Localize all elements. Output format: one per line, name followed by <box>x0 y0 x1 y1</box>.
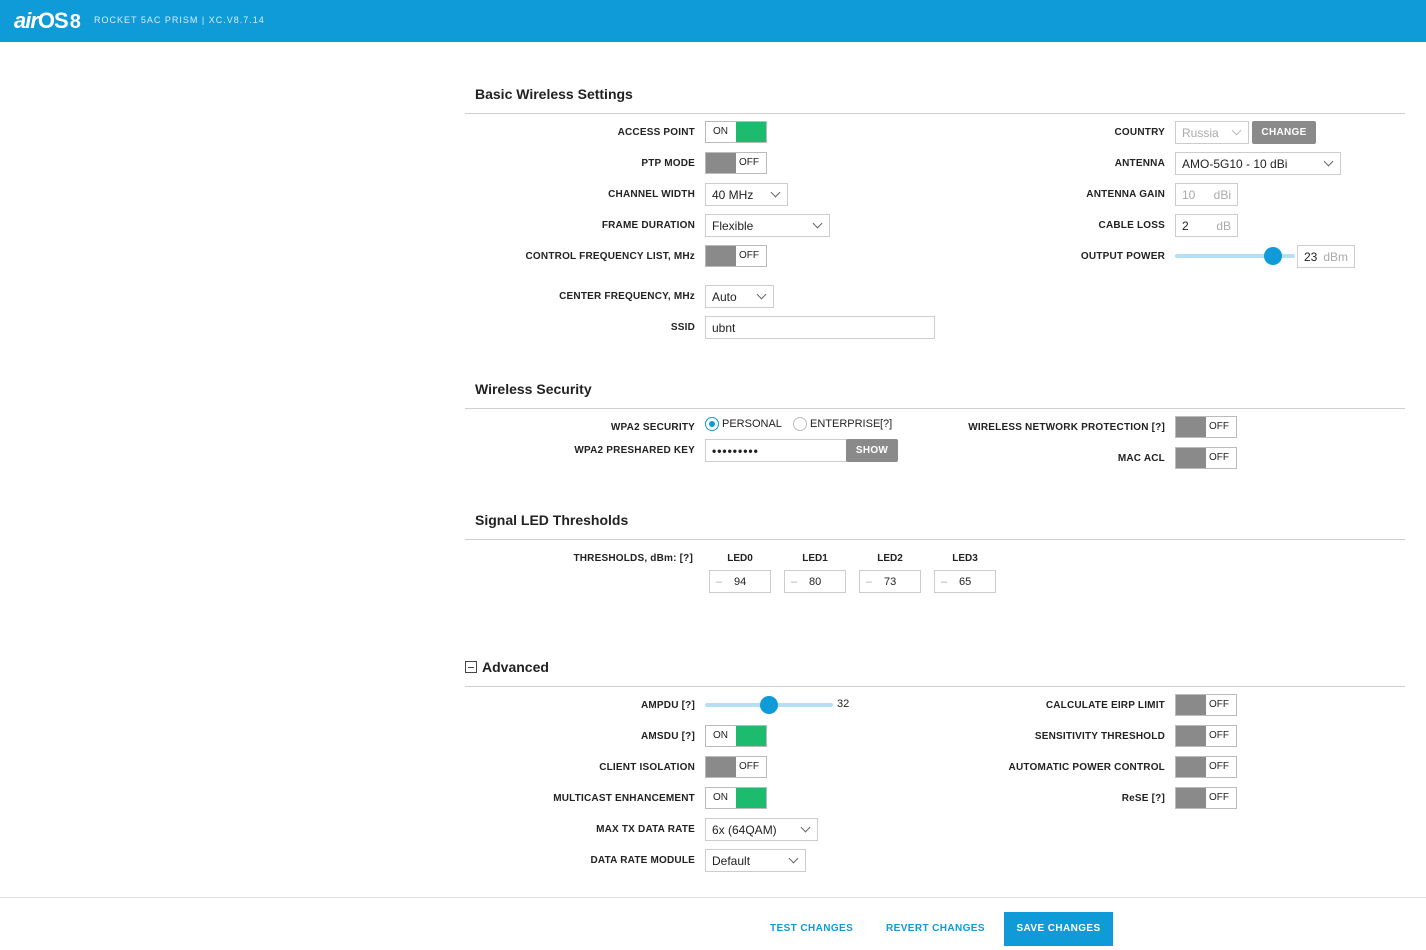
revert-changes-button[interactable]: REVERT CHANGES <box>886 923 985 934</box>
apc-label: AUTOMATIC POWER CONTROL <box>1008 762 1165 773</box>
max-tx-select[interactable]: 6x (64QAM) <box>705 818 818 841</box>
rese-label: ReSE [?] <box>1121 793 1165 804</box>
country-label: COUNTRY <box>1114 127 1165 138</box>
psk-input[interactable]: ••••••••• <box>705 439 847 462</box>
data-rate-module-select[interactable]: Default <box>705 849 806 872</box>
test-changes-button[interactable]: TEST CHANGES <box>770 923 854 934</box>
cable-loss-input[interactable]: 2 dB <box>1175 214 1238 237</box>
frame-duration-select[interactable]: Flexible <box>705 214 830 237</box>
ampdu-label: AMPDU [?] <box>640 700 695 711</box>
top-bar: airOS 8 ROCKET 5AC PRISM | XC.V8.7.14 <box>0 0 1426 42</box>
control-frequency-toggle[interactable]: OFF <box>705 245 767 267</box>
divider <box>465 113 1405 114</box>
basic-settings-title: Basic Wireless Settings <box>475 86 633 102</box>
collapse-icon[interactable] <box>465 661 477 673</box>
antenna-label: ANTENNA <box>1114 158 1165 169</box>
output-power-label: OUTPUT POWER <box>1080 251 1165 262</box>
center-frequency-select[interactable]: Auto <box>705 285 774 308</box>
led-thresholds-title: Signal LED Thresholds <box>475 512 629 528</box>
output-power-slider[interactable] <box>1175 254 1295 258</box>
ptp-mode-toggle[interactable]: OFF <box>705 152 767 174</box>
amsdu-toggle[interactable]: ON <box>705 725 767 747</box>
amsdu-label: AMSDU [?] <box>640 731 695 742</box>
enterprise-radio[interactable] <box>793 417 807 431</box>
max-tx-label: MAX TX DATA RATE <box>596 824 695 835</box>
chevron-down-icon <box>812 218 823 229</box>
control-frequency-label: CONTROL FREQUENCY LIST, MHz <box>525 251 695 262</box>
led0-input[interactable]: –94 <box>709 570 771 593</box>
ptp-mode-label: PTP MODE <box>641 158 695 169</box>
eirp-label: CALCULATE EIRP LIMIT <box>1045 700 1165 711</box>
led1-input[interactable]: –80 <box>784 570 846 593</box>
data-rate-module-label: DATA RATE MODULE <box>590 855 695 866</box>
chevron-down-icon <box>756 289 767 300</box>
advanced-title[interactable]: Advanced <box>482 659 549 675</box>
divider <box>465 539 1405 540</box>
chevron-down-icon <box>1231 125 1242 136</box>
ssid-input[interactable]: ubnt <box>705 316 935 339</box>
antenna-gain-input: 10 dBi <box>1175 183 1238 206</box>
ampdu-slider-handle[interactable] <box>760 696 778 714</box>
device-name: ROCKET 5AC PRISM | XC.V8.7.14 <box>94 15 265 25</box>
channel-width-select[interactable]: 40 MHz <box>705 183 788 206</box>
multicast-toggle[interactable]: ON <box>705 787 767 809</box>
chevron-down-icon <box>800 822 811 833</box>
antenna-gain-label: ANTENNA GAIN <box>1086 189 1165 200</box>
airos-logo[interactable]: airOS 8 <box>14 8 81 33</box>
mac-acl-label: MAC ACL <box>1117 453 1165 464</box>
led3-header: LED3 <box>952 553 978 564</box>
ssid-label: SSID <box>670 322 695 333</box>
chevron-down-icon <box>770 187 781 198</box>
divider <box>465 408 1405 409</box>
antenna-select[interactable]: AMO-5G10 - 10 dBi <box>1175 152 1341 175</box>
footer-divider <box>0 897 1426 898</box>
led0-header: LED0 <box>727 553 753 564</box>
wpa2-security-label: WPA2 SECURITY <box>610 422 695 433</box>
wpa2-help-link[interactable]: [?] <box>880 418 893 430</box>
personal-radio-label[interactable]: PERSONAL <box>722 418 782 430</box>
rese-toggle[interactable]: OFF <box>1175 787 1237 809</box>
divider <box>465 686 1405 687</box>
personal-radio[interactable] <box>705 417 719 431</box>
channel-width-label: CHANNEL WIDTH <box>608 189 695 200</box>
led2-header: LED2 <box>877 553 903 564</box>
enterprise-radio-label[interactable]: ENTERPRISE <box>810 418 881 430</box>
led2-input[interactable]: –73 <box>859 570 921 593</box>
output-power-slider-handle[interactable] <box>1264 247 1282 265</box>
change-country-button[interactable]: CHANGE <box>1252 121 1316 144</box>
eirp-toggle[interactable]: OFF <box>1175 694 1237 716</box>
center-frequency-label: CENTER FREQUENCY, MHz <box>559 291 695 302</box>
frame-duration-label: FRAME DURATION <box>601 220 695 231</box>
led3-input[interactable]: –65 <box>934 570 996 593</box>
country-select: Russia <box>1175 121 1249 144</box>
wnp-toggle[interactable]: OFF <box>1175 416 1237 438</box>
thresholds-label: THRESHOLDS, dBm: [?] <box>573 553 693 564</box>
psk-label: WPA2 PRESHARED KEY <box>574 445 695 456</box>
wireless-security-title: Wireless Security <box>475 381 592 397</box>
client-isolation-label: CLIENT ISOLATION <box>599 762 695 773</box>
chevron-down-icon <box>788 853 799 864</box>
multicast-label: MULTICAST ENHANCEMENT <box>553 793 695 804</box>
mac-acl-toggle[interactable]: OFF <box>1175 447 1237 469</box>
cable-loss-label: CABLE LOSS <box>1098 220 1165 231</box>
apc-toggle[interactable]: OFF <box>1175 756 1237 778</box>
access-point-label: ACCESS POINT <box>617 127 695 138</box>
access-point-toggle[interactable]: ON <box>705 121 767 143</box>
show-key-button[interactable]: SHOW <box>846 439 898 462</box>
client-isolation-toggle[interactable]: OFF <box>705 756 767 778</box>
sensitivity-label: SENSITIVITY THRESHOLD <box>1034 731 1165 742</box>
led1-header: LED1 <box>802 553 828 564</box>
save-changes-button[interactable]: SAVE CHANGES <box>1004 912 1113 946</box>
ampdu-value: 32 <box>837 698 850 710</box>
wnp-label: WIRELESS NETWORK PROTECTION [?] <box>968 422 1165 433</box>
chevron-down-icon <box>1323 156 1334 167</box>
sensitivity-toggle[interactable]: OFF <box>1175 725 1237 747</box>
output-power-input[interactable]: 23 dBm <box>1297 245 1355 268</box>
